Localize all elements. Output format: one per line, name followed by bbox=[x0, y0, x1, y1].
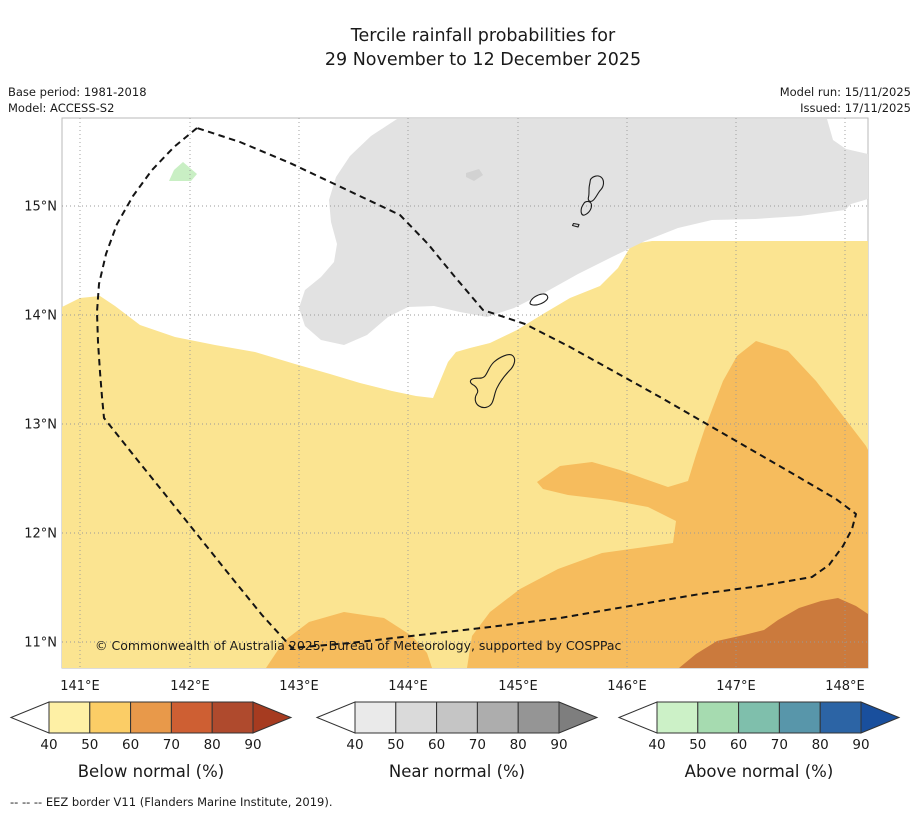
legend-caption: Below normal (%) bbox=[78, 762, 225, 781]
legend-cell-50-60 bbox=[89, 701, 132, 734]
legend-cell-80-90 bbox=[211, 701, 254, 734]
legend-tick-label: 50 bbox=[387, 737, 404, 753]
legend-tick-label: 70 bbox=[163, 737, 180, 753]
legend-under-arrow bbox=[9, 701, 50, 734]
legend-cell-80-90 bbox=[819, 701, 862, 734]
region-below-normal-60-70 bbox=[679, 598, 868, 668]
map-copyright: © Commonwealth of Australia 2025, Bureau… bbox=[95, 638, 621, 653]
legend-cell-50-60 bbox=[395, 701, 438, 734]
legend-tick-label: 90 bbox=[244, 737, 261, 753]
lat-tick-label: 13°N bbox=[24, 418, 57, 433]
legend-tick-label: 60 bbox=[730, 737, 747, 753]
island-outline-guam bbox=[469, 354, 516, 409]
legend-tick-label: 80 bbox=[204, 737, 221, 753]
eez-border-line bbox=[96, 127, 857, 649]
legend-cell-70-80 bbox=[476, 701, 519, 734]
meta-base-period: Base period: 1981-2018 bbox=[8, 85, 147, 99]
latitude-tick-labels: 15°N 14°N 13°N 12°N 11°N bbox=[24, 200, 57, 651]
footnote-eez: -- -- -- EEZ border V11 (Flanders Marine… bbox=[10, 795, 332, 809]
legend-tick-label: 80 bbox=[510, 737, 527, 753]
legend-near-normal: 40 50 60 70 80 90 Near normal (%) bbox=[315, 701, 599, 781]
island-outline-aguijan bbox=[571, 222, 580, 228]
lat-tick-label: 14°N bbox=[24, 309, 57, 324]
legend-over-arrow bbox=[860, 701, 901, 734]
legend-tick-label: 50 bbox=[81, 737, 98, 753]
lat-tick-label: 15°N bbox=[24, 200, 57, 215]
lat-tick-label: 12°N bbox=[24, 527, 57, 542]
legend-tick-label: 60 bbox=[122, 737, 139, 753]
legend-cell-40-50 bbox=[354, 701, 397, 734]
lon-tick-label: 147°E bbox=[716, 679, 756, 694]
probability-legends: 40 50 60 70 80 90 Below normal (%) 40 50 60 70 80 90… bbox=[9, 701, 901, 781]
legend-tick-label: 90 bbox=[852, 737, 869, 753]
legend-cell-60-70 bbox=[130, 701, 172, 734]
legend-under-arrow bbox=[617, 701, 658, 734]
legend-cell-50-60 bbox=[697, 701, 740, 734]
legend-below-normal: 40 50 60 70 80 90 Below normal (%) bbox=[9, 701, 293, 781]
page-title-line1: Tercile rainfall probabilities for bbox=[350, 26, 616, 46]
island-coastlines bbox=[469, 175, 605, 409]
longitude-tick-labels: 141°E 142°E 143°E 144°E 145°E 146°E 147°E 148°E bbox=[60, 679, 865, 694]
island-outline-tinian bbox=[580, 200, 593, 216]
map-panel: © Commonwealth of Australia 2025, Bureau… bbox=[24, 117, 869, 694]
region-above-normal-40-50 bbox=[169, 162, 197, 181]
meta-issued: Issued: 17/11/2025 bbox=[800, 101, 911, 115]
legend-tick-label: 80 bbox=[812, 737, 829, 753]
legend-tick-label: 60 bbox=[428, 737, 445, 753]
legend-tick-label: 40 bbox=[346, 737, 363, 753]
legend-cell-70-80 bbox=[170, 701, 213, 734]
page-title-line2: 29 November to 12 December 2025 bbox=[325, 50, 641, 70]
legend-cell-80-90 bbox=[517, 701, 560, 734]
region-near-normal-50-60-patch bbox=[466, 169, 483, 181]
lon-tick-label: 146°E bbox=[607, 679, 647, 694]
legend-tick-label: 70 bbox=[771, 737, 788, 753]
lon-tick-label: 143°E bbox=[279, 679, 319, 694]
lon-tick-label: 142°E bbox=[170, 679, 210, 694]
meta-model: Model: ACCESS-S2 bbox=[8, 101, 114, 115]
lon-tick-label: 144°E bbox=[388, 679, 428, 694]
meta-model-run: Model run: 15/11/2025 bbox=[780, 85, 911, 99]
lon-tick-label: 145°E bbox=[498, 679, 538, 694]
legend-caption: Above normal (%) bbox=[685, 762, 834, 781]
island-outline-rota bbox=[529, 293, 549, 306]
lon-tick-label: 141°E bbox=[60, 679, 100, 694]
legend-under-arrow bbox=[315, 701, 356, 734]
legend-over-arrow bbox=[558, 701, 599, 734]
region-near-normal-40-50 bbox=[299, 119, 868, 345]
legend-above-normal: 40 50 60 70 80 90 Above normal (%) bbox=[617, 701, 901, 781]
legend-tick-label: 40 bbox=[648, 737, 665, 753]
island-outline-saipan bbox=[587, 175, 605, 202]
legend-caption: Near normal (%) bbox=[389, 762, 525, 781]
legend-cell-60-70 bbox=[738, 701, 780, 734]
region-below-normal-50-60-west-lobe bbox=[266, 612, 432, 668]
legend-tick-label: 90 bbox=[550, 737, 567, 753]
legend-cell-40-50 bbox=[48, 701, 91, 734]
legend-tick-label: 70 bbox=[469, 737, 486, 753]
region-below-normal-50-60-main bbox=[467, 341, 868, 668]
legend-over-arrow bbox=[252, 701, 293, 734]
lat-tick-label: 11°N bbox=[24, 636, 57, 651]
legend-cell-70-80 bbox=[778, 701, 821, 734]
legend-cell-60-70 bbox=[436, 701, 478, 734]
legend-tick-label: 40 bbox=[40, 737, 57, 753]
legend-tick-label: 50 bbox=[689, 737, 706, 753]
legend-cell-40-50 bbox=[656, 701, 699, 734]
lon-tick-label: 148°E bbox=[825, 679, 865, 694]
